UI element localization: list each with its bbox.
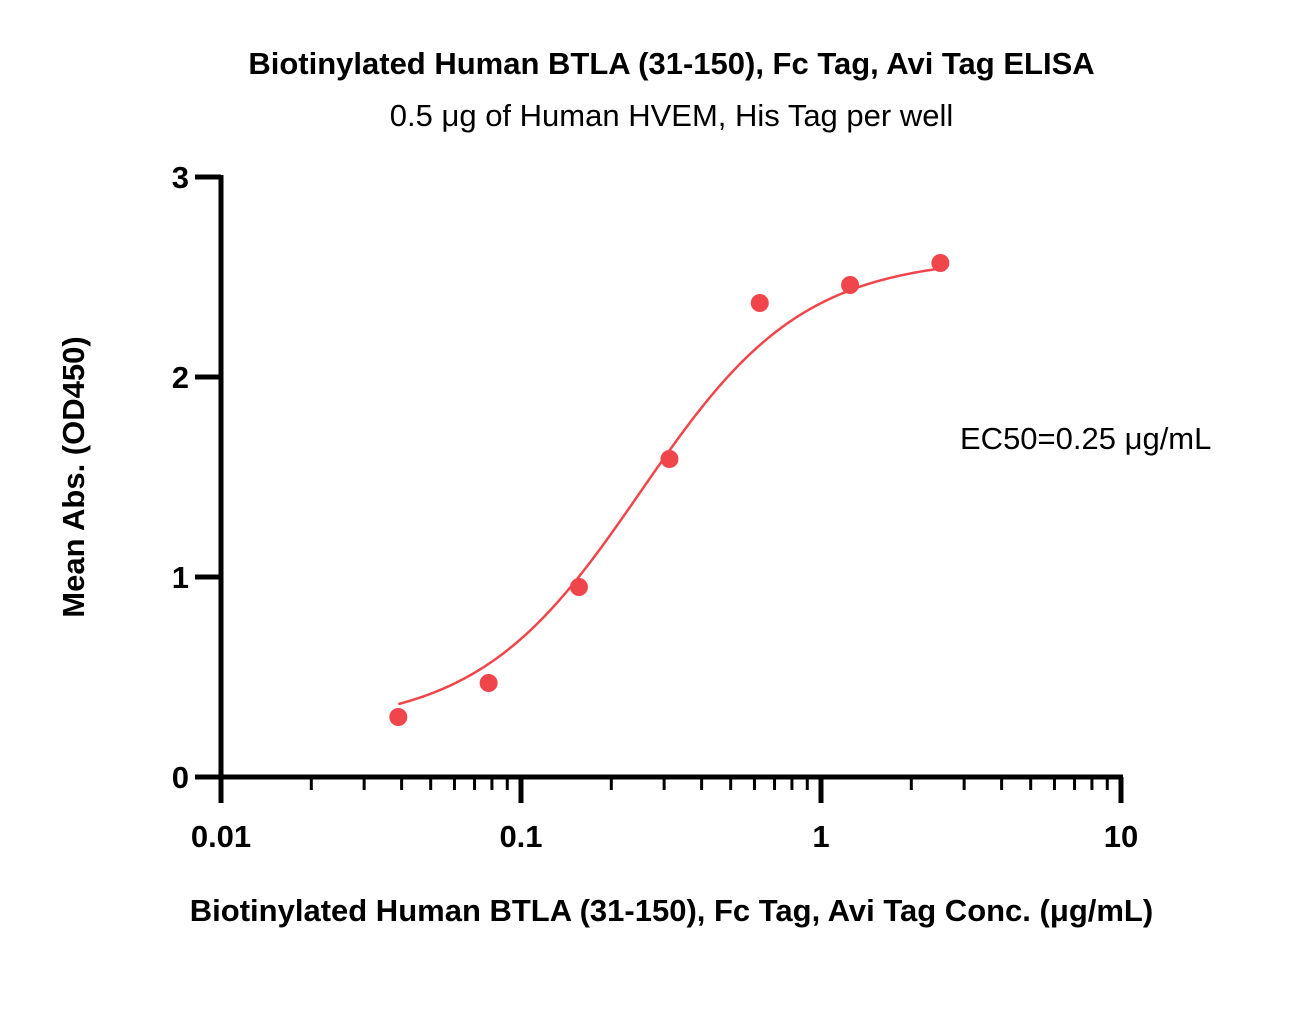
data-point: [750, 294, 769, 312]
fit-curve: [397, 267, 941, 706]
x-tick-label: 0.01: [191, 819, 251, 854]
x-tick-label: 1: [812, 819, 829, 854]
data-point: [389, 708, 408, 726]
y-tick-label: 1: [172, 560, 189, 595]
y-tick-label: 2: [172, 360, 189, 395]
y-tick-label: 0: [172, 760, 189, 795]
x-axis-label: Biotinylated Human BTLA (31-150), Fc Tag…: [189, 893, 1154, 928]
data-point: [841, 276, 860, 294]
data-point: [569, 578, 588, 596]
ec50-annotation: EC50=0.25 μg/mL: [960, 421, 1212, 456]
y-tick-label: 3: [172, 160, 189, 195]
data-point: [660, 450, 679, 468]
x-tick-label: 10: [1104, 819, 1138, 854]
x-tick-label: 0.1: [499, 819, 542, 854]
chart-title: Biotinylated Human BTLA (31-150), Fc Tag…: [248, 46, 1095, 81]
data-point: [479, 674, 498, 692]
data-point: [931, 254, 950, 272]
chart-subtitle: 0.5 μg of Human HVEM, His Tag per well: [389, 98, 954, 133]
